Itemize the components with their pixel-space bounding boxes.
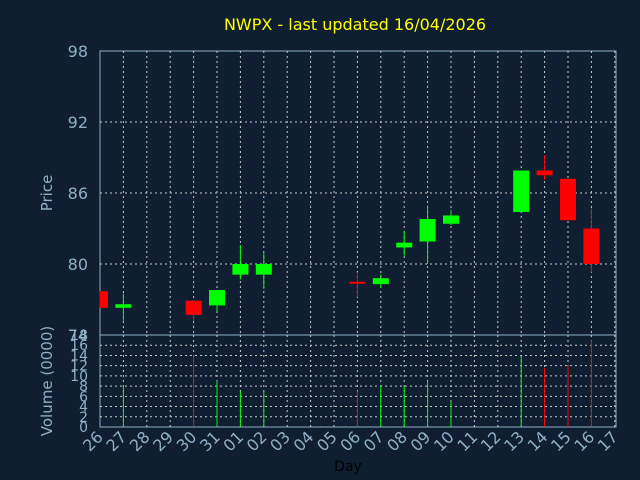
candle (443, 209, 459, 225)
candle (255, 253, 272, 289)
x-tick-label: 17 (594, 427, 622, 455)
volume-tick-label: 16 (70, 338, 88, 354)
candle (396, 230, 413, 256)
candle-body (255, 264, 272, 275)
candle-body (419, 219, 436, 242)
x-axis-label: Day (334, 459, 362, 475)
candle (536, 155, 553, 180)
volume-tick-label: 18 (70, 328, 88, 344)
candle-body (583, 228, 600, 264)
price-axis-label: Price (38, 175, 56, 212)
price-y-ticks: 74 80 86 92 98 (68, 42, 88, 345)
candles (99, 155, 600, 321)
candle (99, 291, 108, 308)
x-ticks: 2627282930310102030405060708091011121314… (79, 427, 622, 455)
candle (232, 245, 249, 280)
candle (372, 274, 389, 288)
candle (419, 207, 436, 264)
volume-grid (100, 335, 616, 427)
candle-body (349, 281, 366, 284)
candle-body (232, 264, 249, 275)
candle (513, 170, 530, 212)
candle-body (560, 178, 576, 221)
volume-tick-label: 6 (79, 389, 88, 405)
candle-body (372, 278, 389, 285)
price-tick-label: 74 (68, 326, 88, 345)
candle-body (396, 242, 413, 248)
price-tick-label: 80 (68, 255, 88, 274)
volume-panel (99, 334, 617, 428)
volume-tick-label: 10 (70, 369, 88, 385)
volume-axis-label: Volume (0000) (38, 326, 56, 436)
candle (115, 293, 132, 321)
volume-tick-label: 4 (79, 400, 88, 416)
price-tick-label: 86 (68, 184, 88, 203)
candle-body (513, 170, 530, 212)
candle-body (100, 291, 108, 308)
volume-tick-label: 2 (79, 410, 88, 426)
candle (185, 300, 202, 321)
candle (209, 290, 225, 312)
price-tick-label: 92 (68, 113, 88, 132)
candle-body (209, 290, 225, 306)
candle-body (536, 170, 553, 176)
price-tick-label: 98 (68, 42, 88, 61)
candle-body (443, 215, 459, 224)
candle-body (185, 300, 202, 315)
price-grid (100, 51, 616, 335)
candle (349, 272, 366, 298)
volume-tick-label: 0 (79, 420, 88, 436)
candle-body (115, 304, 132, 308)
chart-title: NWPX - last updated 16/04/2026 (224, 15, 486, 34)
candle (583, 208, 600, 273)
candle (560, 178, 576, 221)
volume-tick-label: 12 (70, 359, 88, 375)
volume-tick-label: 8 (79, 379, 88, 395)
volume-tick-label: 14 (70, 348, 88, 364)
price-panel (99, 50, 617, 336)
volume-bars (122, 340, 592, 427)
